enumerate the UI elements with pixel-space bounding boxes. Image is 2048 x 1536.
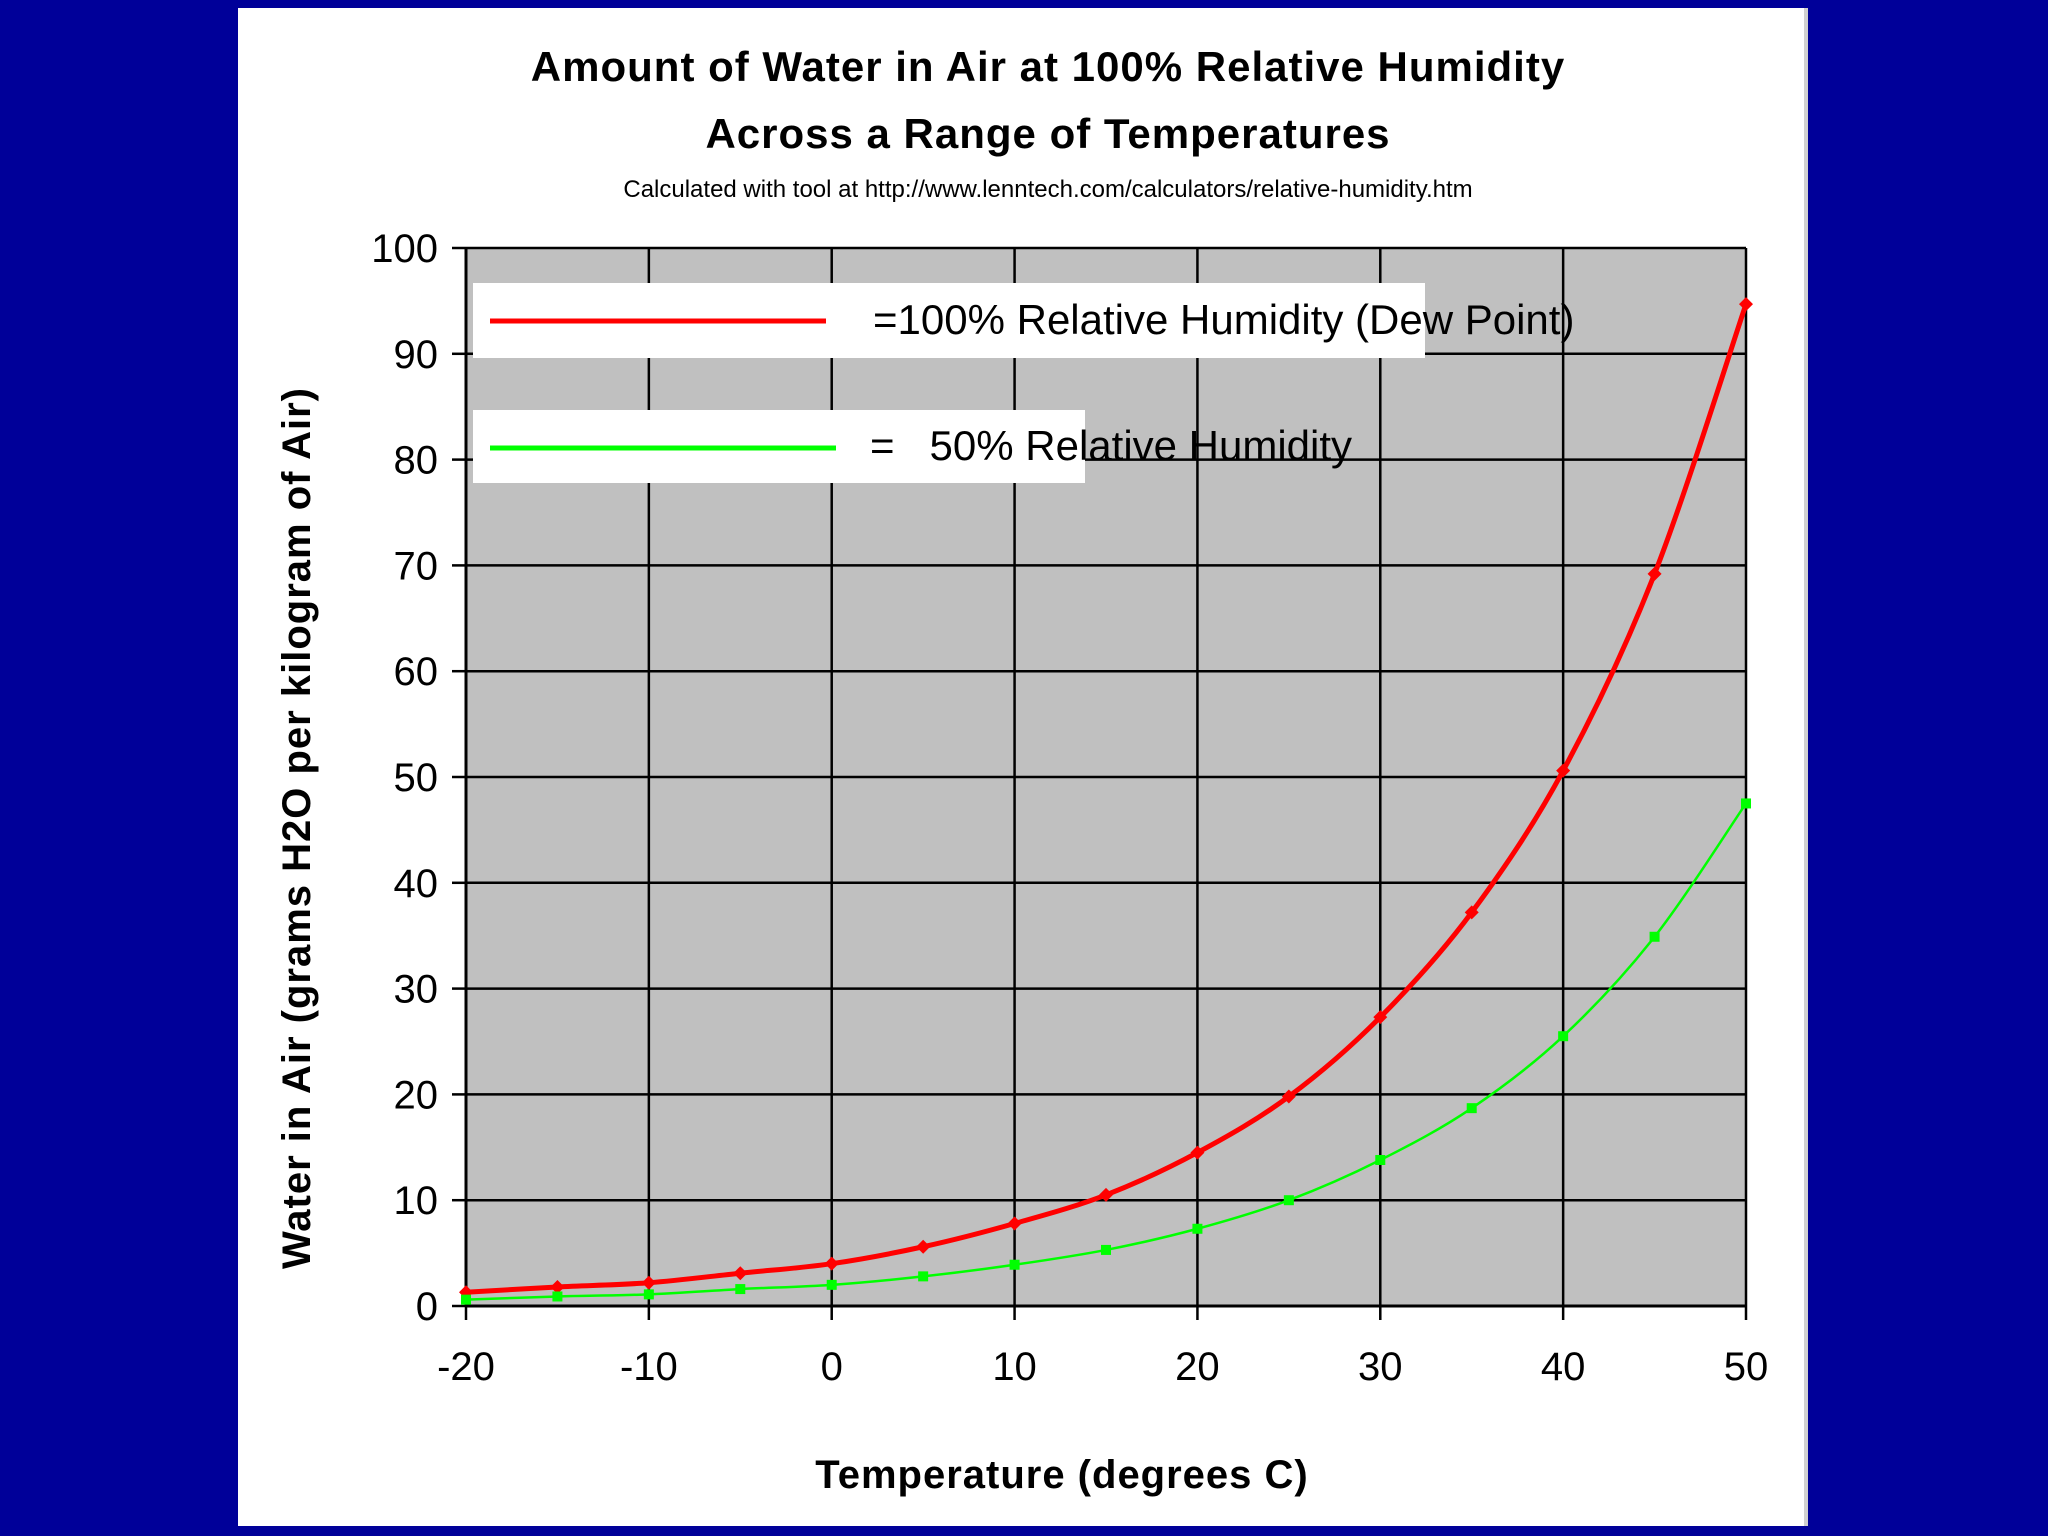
marker-50pct bbox=[1009, 1259, 1020, 1270]
marker-100pct bbox=[1464, 905, 1479, 920]
y-tick-label: 70 bbox=[394, 544, 439, 588]
x-tick-label: 0 bbox=[821, 1345, 843, 1389]
y-tick-label: 0 bbox=[416, 1285, 438, 1329]
x-tick-label: 30 bbox=[1358, 1345, 1403, 1389]
x-tick-label: -20 bbox=[437, 1345, 495, 1389]
y-tick-label: 80 bbox=[394, 439, 439, 483]
legend-label-50: = 50% Relative Humidity bbox=[870, 422, 1352, 469]
marker-100pct bbox=[916, 1239, 931, 1254]
y-tick-label: 10 bbox=[394, 1179, 439, 1223]
marker-50pct bbox=[826, 1279, 837, 1290]
y-tick-label: 40 bbox=[394, 862, 439, 906]
y-tick-label: 20 bbox=[394, 1073, 439, 1117]
x-tick-label: 20 bbox=[1175, 1345, 1220, 1389]
marker-50pct bbox=[1741, 798, 1751, 809]
marker-100pct bbox=[824, 1256, 839, 1271]
marker-50pct bbox=[461, 1294, 471, 1305]
marker-50pct bbox=[1283, 1195, 1294, 1206]
y-tick-label: 100 bbox=[371, 227, 438, 271]
legend-label-100: =100% Relative Humidity (Dew Point) bbox=[873, 296, 1574, 343]
marker-50pct bbox=[1649, 931, 1660, 942]
y-tick-label: 60 bbox=[394, 650, 439, 694]
humidity-chart: Amount of Water in Air at 100% Relative … bbox=[275, 43, 1768, 1497]
marker-100pct bbox=[1190, 1145, 1205, 1160]
x-tick-label: 50 bbox=[1724, 1345, 1769, 1389]
chart-title-line1: Amount of Water in Air at 100% Relative … bbox=[531, 43, 1565, 90]
x-tick-label: 40 bbox=[1541, 1345, 1586, 1389]
x-tick-label: 10 bbox=[992, 1345, 1037, 1389]
y-tick-label: 30 bbox=[394, 968, 439, 1012]
y-tick-label: 50 bbox=[394, 756, 439, 800]
legend: =100% Relative Humidity (Dew Point) = 50… bbox=[473, 283, 1574, 483]
series-line-100pct bbox=[465, 303, 1749, 1295]
marker-100pct bbox=[1647, 566, 1662, 581]
marker-50pct bbox=[1558, 1031, 1569, 1042]
series-markers bbox=[459, 297, 1753, 1305]
marker-100pct bbox=[641, 1275, 656, 1290]
marker-50pct bbox=[1375, 1154, 1386, 1165]
marker-100pct bbox=[1281, 1089, 1296, 1104]
tick-labels: 0 10 20 30 40 50 60 70 80 90 100 -20 -10 0 10 20 30 40 50 bbox=[371, 227, 1768, 1389]
marker-50pct bbox=[735, 1284, 746, 1295]
y-tick-label: 90 bbox=[394, 333, 439, 377]
x-axis-label: Temperature (degrees C) bbox=[815, 1453, 1309, 1497]
marker-50pct bbox=[1101, 1244, 1111, 1255]
marker-100pct bbox=[1739, 297, 1753, 312]
marker-50pct bbox=[643, 1289, 654, 1300]
y-axis-label: Water in Air (grams H2O per kilogram of … bbox=[275, 387, 319, 1269]
chart-title-line2: Across a Range of Temperatures bbox=[705, 110, 1390, 157]
axes bbox=[452, 246, 1748, 1320]
chart-subtitle: Calculated with tool at http://www.lennt… bbox=[623, 176, 1472, 203]
marker-100pct bbox=[1007, 1216, 1022, 1231]
x-tick-label: -10 bbox=[620, 1345, 678, 1389]
marker-100pct bbox=[1099, 1187, 1113, 1202]
marker-100pct bbox=[1556, 763, 1571, 778]
marker-50pct bbox=[1466, 1103, 1477, 1114]
marker-50pct bbox=[918, 1271, 929, 1282]
marker-100pct bbox=[1373, 1010, 1388, 1025]
marker-100pct bbox=[733, 1266, 748, 1281]
marker-50pct bbox=[552, 1291, 563, 1302]
marker-50pct bbox=[1192, 1223, 1203, 1234]
marker-100pct bbox=[550, 1279, 565, 1294]
chart-panel: Amount of Water in Air at 100% Relative … bbox=[238, 8, 1808, 1526]
